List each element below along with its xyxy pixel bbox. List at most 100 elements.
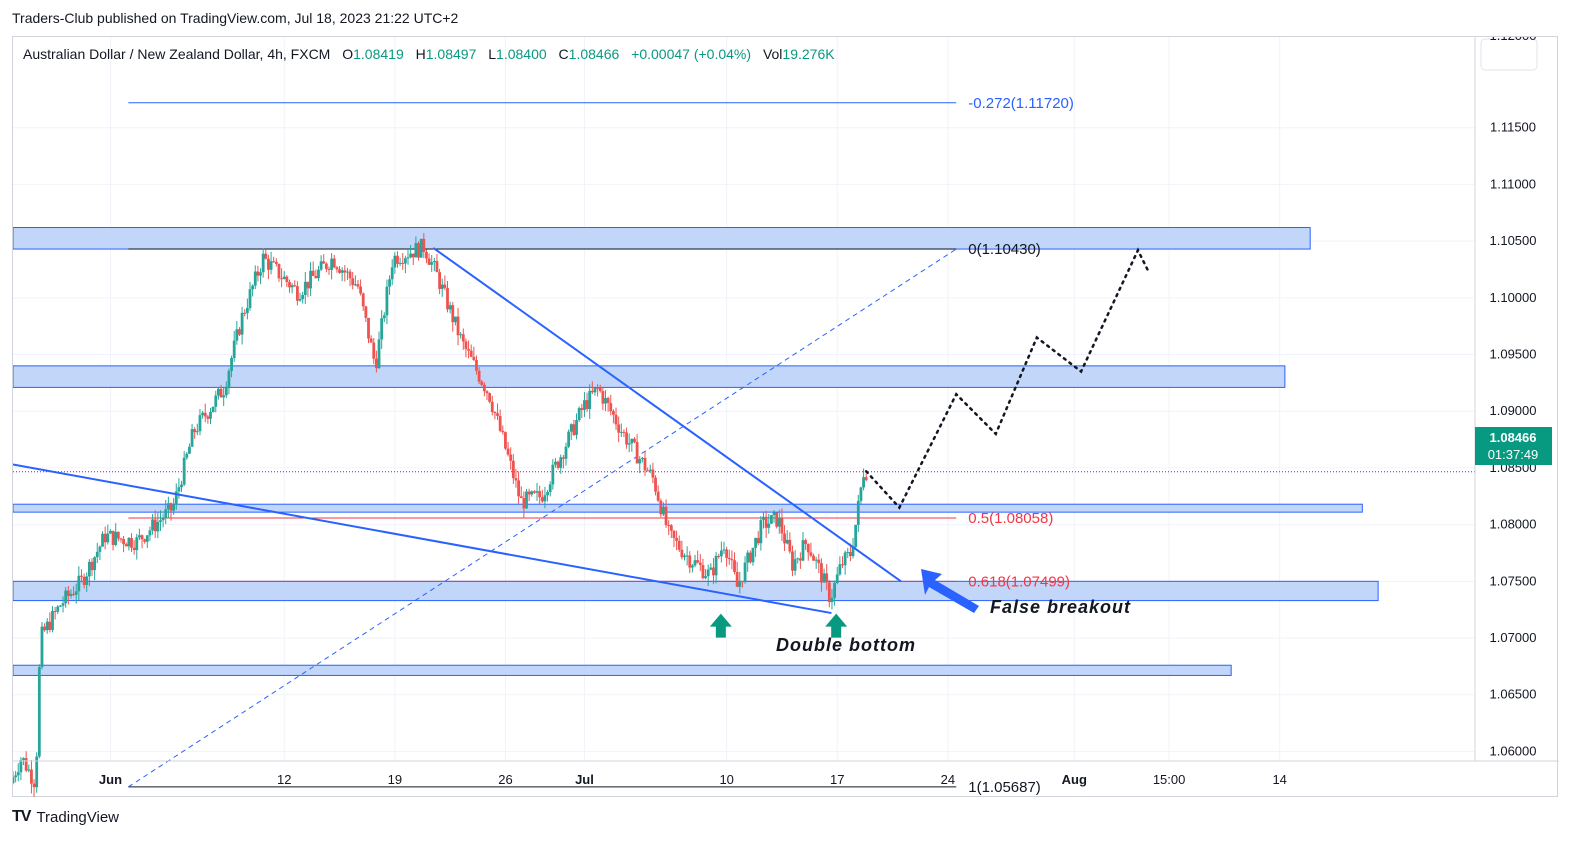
candle-body bbox=[13, 777, 15, 784]
candle-body bbox=[238, 329, 241, 335]
candle-body bbox=[593, 387, 597, 393]
legend-symbol[interactable]: Australian Dollar / New Zealand Dollar, … bbox=[23, 46, 330, 62]
candle-body bbox=[45, 621, 49, 631]
fib-level-label: 0.5(1.08058) bbox=[968, 510, 1053, 527]
legend-volume-value: 19.276K bbox=[782, 46, 835, 62]
candle-body bbox=[527, 491, 531, 495]
candle-body bbox=[619, 431, 623, 433]
candle-body bbox=[614, 414, 618, 425]
candle-body bbox=[559, 457, 563, 468]
candle-body bbox=[248, 289, 252, 308]
legend-high-label: H bbox=[416, 46, 426, 62]
candle-body bbox=[372, 342, 376, 359]
price-tick-label: 1.10000 bbox=[1490, 290, 1537, 305]
candle-body bbox=[314, 275, 318, 279]
zone-1.0815 bbox=[13, 503, 1363, 513]
time-axis[interactable]: Jun 12 19 26 Jul 10 17 24 Aug 15:00 14 bbox=[99, 772, 1287, 787]
candle-body bbox=[72, 593, 75, 595]
price-chart[interactable]: -0.272(1.11720) 0(1.10430) 0.5(1.08058) 0.6… bbox=[13, 37, 1559, 798]
price-tick-label: 1.09500 bbox=[1490, 347, 1537, 362]
symbol-legend[interactable]: Australian Dollar / New Zealand Dollar, … bbox=[23, 46, 835, 62]
candle-body bbox=[427, 258, 431, 265]
candle-body bbox=[469, 350, 473, 357]
candle-body bbox=[467, 349, 470, 351]
candle-body bbox=[651, 469, 655, 478]
candle-body bbox=[714, 555, 718, 576]
candle-body bbox=[48, 621, 52, 630]
candle-body bbox=[61, 603, 65, 606]
candle-body bbox=[69, 593, 73, 596]
candle-body bbox=[282, 276, 286, 279]
candle-body bbox=[298, 299, 302, 301]
candle-body bbox=[680, 549, 684, 558]
candle-body bbox=[796, 558, 800, 560]
projection-path bbox=[864, 247, 1149, 510]
candle-body bbox=[390, 267, 394, 280]
candle-body bbox=[435, 261, 439, 273]
time-tick-label: Aug bbox=[1062, 772, 1087, 787]
candle-body bbox=[475, 359, 478, 371]
candle-body bbox=[66, 590, 70, 596]
legend-open-label: O bbox=[342, 46, 353, 62]
candle-body bbox=[224, 386, 228, 396]
candle-body bbox=[583, 400, 586, 410]
candle-body bbox=[722, 549, 726, 551]
candle-body bbox=[425, 251, 428, 259]
candle-body bbox=[59, 605, 62, 607]
candle-body bbox=[617, 424, 621, 433]
candle-body bbox=[464, 341, 468, 350]
candle-body bbox=[203, 412, 207, 417]
candle-body bbox=[87, 561, 91, 577]
candle-body bbox=[456, 316, 460, 336]
candle-body bbox=[159, 520, 162, 522]
chart-frame[interactable]: -0.272(1.11720) 0(1.10430) 0.5(1.08058) 0.6… bbox=[12, 36, 1559, 798]
candle-body bbox=[759, 519, 763, 544]
legend-open-value: 1.08419 bbox=[353, 46, 404, 62]
candle-body bbox=[51, 610, 54, 630]
candle-body bbox=[546, 492, 549, 496]
candle-body bbox=[846, 551, 850, 553]
candle-body bbox=[540, 497, 544, 502]
candle-body bbox=[101, 533, 104, 547]
candle-body bbox=[32, 783, 36, 788]
candle-body bbox=[564, 446, 568, 459]
candle-body bbox=[569, 424, 573, 432]
price-axis[interactable] bbox=[13, 37, 1559, 762]
top-right-widget[interactable] bbox=[1480, 38, 1538, 71]
candle-body bbox=[791, 551, 794, 571]
candle-body bbox=[296, 286, 299, 301]
fib-level-label: 1(1.05687) bbox=[968, 779, 1041, 796]
candle-body bbox=[654, 477, 657, 492]
candle-body bbox=[454, 316, 457, 323]
candle-body bbox=[801, 540, 805, 561]
candle-body bbox=[401, 262, 405, 264]
candle-body bbox=[719, 550, 723, 557]
candle-body bbox=[851, 547, 855, 557]
candle-body bbox=[777, 517, 781, 527]
legend-volume-label: Vol bbox=[763, 46, 782, 62]
candle-body bbox=[856, 500, 860, 525]
candle-body bbox=[364, 306, 368, 318]
candle-body bbox=[396, 255, 399, 264]
candle-body bbox=[822, 573, 826, 583]
candle-body bbox=[643, 457, 647, 471]
candle-body bbox=[327, 268, 331, 270]
candle-body bbox=[648, 469, 652, 471]
candle-body bbox=[770, 515, 773, 524]
candle-body bbox=[691, 565, 694, 568]
candle-body bbox=[375, 358, 378, 369]
descending-trendline bbox=[432, 247, 902, 583]
time-tick-label: 12 bbox=[277, 772, 291, 787]
candle-body bbox=[95, 551, 99, 558]
candle-body bbox=[509, 454, 513, 461]
candle-body bbox=[319, 261, 323, 270]
candle-body bbox=[733, 560, 736, 572]
price-ticks: 1.060001.065001.070001.075001.080001.085… bbox=[1490, 37, 1537, 758]
tradingview-logo-icon[interactable]: TV bbox=[12, 808, 31, 825]
candle-body bbox=[261, 253, 265, 273]
candle-body bbox=[343, 270, 347, 273]
candle-body bbox=[169, 503, 173, 511]
candle-body bbox=[596, 387, 599, 389]
candle-body bbox=[303, 281, 307, 295]
footer-brand[interactable]: TradingView bbox=[36, 808, 119, 826]
